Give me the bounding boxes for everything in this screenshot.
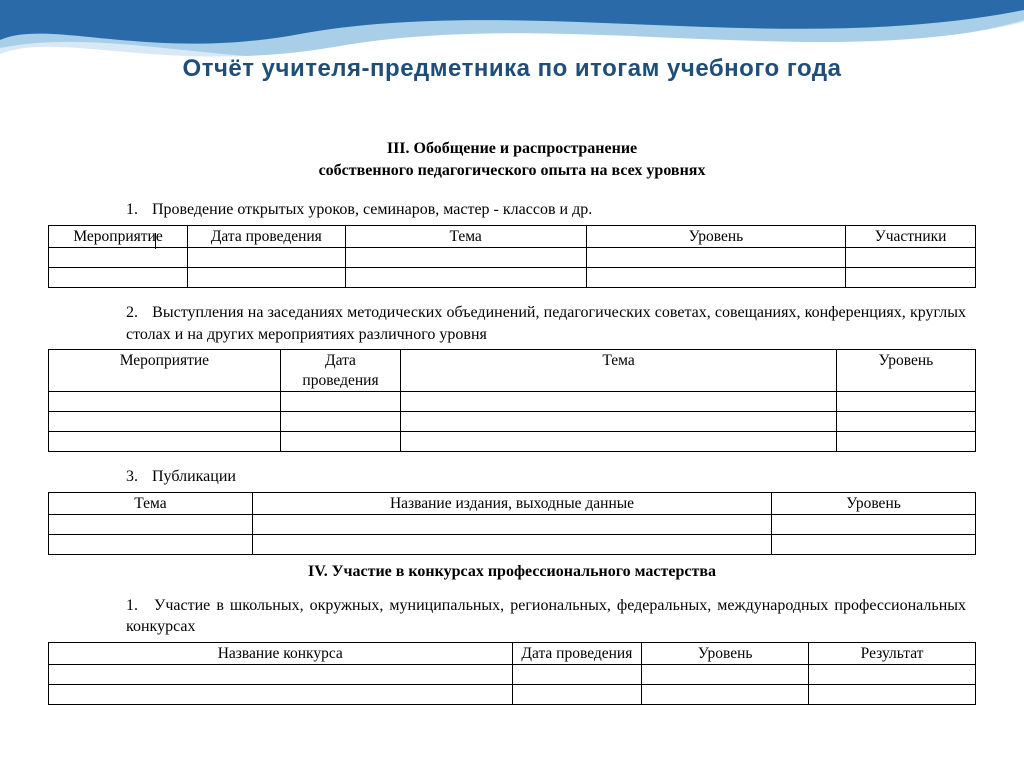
section-4-item-1: 1. Участие в школьных, окружных, муницип… [126, 595, 966, 638]
col-date: Дата проведения [188, 225, 346, 247]
table-competitions: Название конкурса Дата проведения Уровен… [48, 642, 976, 705]
section-3-heading-line2: собственного педагогического опыта на вс… [319, 162, 706, 179]
section-4-heading: IV. Участие в конкурсах профессиональног… [48, 561, 976, 583]
section-3-heading: III. Обобщение и распространение собстве… [48, 138, 976, 181]
table-header-row: Тема Название издания, выходные данные У… [49, 492, 976, 514]
section-3-item-2: 2. Выступления на заседаниях методически… [126, 302, 966, 345]
section-3-item-3: 3. Публикации [126, 466, 966, 488]
item-text: Публикации [152, 468, 236, 485]
col-level: Уровень [642, 642, 809, 664]
table-row [49, 515, 976, 535]
col-date: Дата проведения [512, 642, 642, 664]
document-content: III. Обобщение и распространение собстве… [48, 138, 976, 705]
col-event: Мероприятие [49, 350, 281, 392]
col-level: Уровень [586, 225, 846, 247]
table-header-row: Название конкурса Дата проведения Уровен… [49, 642, 976, 664]
item-text: Проведение открытых уроков, семинаров, м… [152, 201, 592, 218]
col-date: Дата проведения [280, 350, 401, 392]
col-topic: Тема [401, 350, 837, 392]
table-row [49, 248, 976, 268]
item-number: 1. [126, 595, 148, 617]
table-row [49, 685, 976, 705]
table-row [49, 412, 976, 432]
item-number: 3. [126, 466, 148, 488]
section-3-item-1: 1. Проведение открытых уроков, семинаров… [126, 199, 966, 221]
table-row [49, 665, 976, 685]
item-number: 2. [126, 302, 148, 324]
text-cursor [155, 233, 156, 249]
slide-title: Отчёт учителя-предметника по итогам учеб… [0, 0, 1024, 83]
col-topic: Тема [49, 492, 253, 514]
item-text: Участие в школьных, окружных, муниципаль… [126, 597, 966, 636]
table-header-row: Мероприятие Дата проведения Тема Уровень [49, 350, 976, 392]
table-presentations: Мероприятие Дата проведения Тема Уровень [48, 349, 976, 452]
col-result: Результат [809, 642, 976, 664]
col-name: Название конкурса [49, 642, 513, 664]
col-level: Уровень [772, 492, 976, 514]
table-row [49, 268, 976, 288]
item-number: 1. [126, 199, 148, 221]
col-event: Мероприятие [49, 225, 188, 247]
table-open-lessons: Мероприятие Дата проведения Тема Уровень… [48, 225, 976, 288]
table-publications: Тема Название издания, выходные данные У… [48, 492, 976, 555]
table-row [49, 535, 976, 555]
col-participants: Участники [846, 225, 976, 247]
col-edition: Название издания, выходные данные [252, 492, 771, 514]
section-3-heading-line1: III. Обобщение и распространение [387, 140, 637, 157]
col-level: Уровень [836, 350, 975, 392]
table-header-row: Мероприятие Дата проведения Тема Уровень… [49, 225, 976, 247]
item-text: Выступления на заседаниях методических о… [126, 304, 966, 343]
table-row [49, 392, 976, 412]
table-row [49, 432, 976, 452]
col-topic: Тема [345, 225, 586, 247]
